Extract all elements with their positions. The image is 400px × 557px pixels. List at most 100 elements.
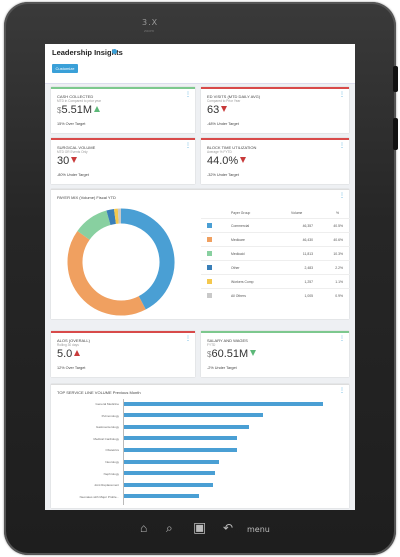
payer-percent: 40.6% bbox=[333, 238, 343, 242]
dashboard-screen: Leadership Insights Customize CASH COLLE… bbox=[45, 44, 355, 510]
more-options-icon[interactable]: ⋮ bbox=[339, 92, 345, 98]
camera-sublabel: zoom bbox=[144, 28, 154, 33]
payer-mix-title: PAYER MIX (Volume) Fiscal YTD bbox=[57, 195, 116, 200]
more-options-icon[interactable]: ⋮ bbox=[185, 336, 191, 342]
kpi-number: 44.0% bbox=[207, 155, 239, 167]
more-options-icon[interactable]: ⋮ bbox=[339, 388, 345, 394]
bar-neurology[interactable] bbox=[123, 459, 219, 464]
home-icon[interactable]: ⌂ bbox=[140, 521, 148, 535]
kpi-target-note: 15% Over Target bbox=[57, 122, 86, 126]
currency-symbol: $ bbox=[57, 106, 62, 115]
kpi-value: 30 bbox=[57, 155, 78, 167]
kpi-number: 60.51M bbox=[211, 348, 249, 360]
legend-swatch bbox=[207, 223, 212, 228]
more-options-icon[interactable]: ⋮ bbox=[339, 143, 345, 149]
payer-volume: 2,483 bbox=[304, 266, 314, 270]
more-options-icon[interactable]: ⋮ bbox=[339, 193, 345, 199]
payer-percent: 1.1% bbox=[335, 280, 343, 284]
kpi-card-surgical-volume[interactable]: SURGICAL VOLUME MTD OR Events Only 30 -8… bbox=[51, 138, 195, 184]
home-button-icon[interactable]: ▣ bbox=[193, 519, 207, 535]
kpi-number: 5.0 bbox=[57, 348, 73, 360]
menu-button[interactable]: menu bbox=[247, 525, 270, 534]
search-icon[interactable]: ⌕ bbox=[166, 521, 173, 535]
payer-name: Medicaid bbox=[231, 252, 245, 256]
payer-mix-card[interactable]: PAYER MIX (Volume) Fiscal YTD ⋮ Payer Gr… bbox=[51, 189, 351, 319]
bar-joint-replacement[interactable] bbox=[123, 482, 213, 487]
payer-volume: 46,430 bbox=[302, 238, 313, 242]
bar-category-label: Pulmonology bbox=[101, 413, 119, 418]
bar-general-medicine[interactable] bbox=[123, 401, 323, 406]
payer-name: Commercial bbox=[231, 224, 250, 228]
currency-symbol: $ bbox=[207, 350, 212, 359]
kpi-subtitle: Rolling 30 days bbox=[57, 343, 79, 347]
bar-category-label: Gastroenterology bbox=[95, 425, 119, 430]
kpi-target-note: -48% Under Target bbox=[207, 122, 239, 126]
payer-mix-table: Payer Group Volume % Commercial 46,357 4… bbox=[201, 210, 351, 302]
payer-percent: 10.3% bbox=[333, 252, 343, 256]
chart-axis-line bbox=[123, 399, 124, 506]
more-options-icon[interactable]: ⋮ bbox=[339, 336, 345, 342]
payer-percent: 0.9% bbox=[335, 294, 343, 298]
kpi-value: $5.51M bbox=[57, 104, 101, 116]
kpi-card-alos[interactable]: ALOS (OVERALL) Rolling 30 days 5.0 12% O… bbox=[51, 331, 195, 377]
kpi-number: 30 bbox=[57, 155, 70, 167]
donut-slice-commercial[interactable] bbox=[120, 208, 175, 310]
bar-pulmonology[interactable] bbox=[123, 413, 263, 418]
legend-swatch bbox=[207, 279, 212, 284]
legend-swatch bbox=[207, 251, 212, 256]
trend-down-icon bbox=[221, 106, 228, 112]
payer-volume: 46,357 bbox=[302, 224, 313, 228]
kpi-target-note: 12% Over Target bbox=[57, 366, 86, 370]
bar-obstetrics[interactable] bbox=[123, 447, 237, 452]
table-row[interactable]: Medicaid 11,813 10.3% bbox=[201, 246, 351, 260]
bar-medical-cardiology[interactable] bbox=[123, 436, 237, 441]
table-row[interactable]: All Others 1,005 0.9% bbox=[201, 288, 351, 302]
donut-slice-other[interactable] bbox=[106, 208, 117, 225]
back-icon[interactable]: ↶ bbox=[223, 521, 234, 535]
more-options-icon[interactable]: ⋮ bbox=[185, 143, 191, 149]
bar-gastroenterology[interactable] bbox=[123, 424, 249, 429]
donut-slice-medicare[interactable] bbox=[67, 231, 146, 316]
payer-name: Medicare bbox=[231, 238, 245, 242]
kpi-target-note: -2% Under Target bbox=[207, 366, 237, 370]
bar-neonates-with-major-proble-[interactable] bbox=[123, 494, 199, 499]
payer-mix-header-row: Payer Group Volume % bbox=[201, 210, 351, 218]
bar-category-label: Obstetrics bbox=[105, 448, 119, 453]
payer-percent: 2.2% bbox=[335, 266, 343, 270]
trend-up-icon bbox=[74, 350, 81, 356]
more-options-icon[interactable]: ⋮ bbox=[185, 92, 191, 98]
kpi-title: ALOS (OVERALL) bbox=[57, 338, 90, 343]
customize-button[interactable]: Customize bbox=[52, 64, 78, 73]
kpi-target-note: -80% Under Target bbox=[57, 173, 89, 177]
camera-label: 3.X bbox=[142, 18, 159, 27]
kpi-value: $60.51M bbox=[207, 348, 257, 360]
kpi-card-ed-visits[interactable]: ED VISITS (MTD DAILY AVG) Compared to Pr… bbox=[201, 87, 349, 133]
kpi-card-cash-collected[interactable]: CASH COLLECTED MTD in Compared to prior … bbox=[51, 87, 195, 133]
legend-swatch bbox=[207, 293, 212, 298]
table-row[interactable]: Workers Comp 1,257 1.1% bbox=[201, 274, 351, 288]
column-header: % bbox=[336, 211, 340, 215]
volume-button[interactable] bbox=[393, 66, 398, 92]
service-line-card[interactable]: TOP SERVICE LINE VOLUME Previous Month ⋮… bbox=[51, 384, 349, 508]
kpi-subtitle: MTD OR Events Only bbox=[57, 150, 88, 154]
payer-volume: 11,813 bbox=[302, 252, 313, 256]
kpi-subtitle: FYTD bbox=[207, 343, 216, 347]
kpi-value: 63 bbox=[207, 104, 228, 116]
payer-name: All Others bbox=[231, 294, 246, 298]
payer-volume: 1,257 bbox=[304, 280, 314, 284]
bar-nephrology[interactable] bbox=[123, 471, 215, 476]
table-row[interactable]: Other 2,483 2.2% bbox=[201, 260, 351, 274]
donut-slice-medicaid[interactable] bbox=[77, 210, 111, 241]
kpi-title: SURGICAL VOLUME bbox=[57, 145, 96, 150]
table-row[interactable]: Commercial 46,357 40.5% bbox=[201, 218, 351, 232]
bar-category-label: Neonates with Major Proble... bbox=[79, 494, 119, 499]
power-button[interactable] bbox=[393, 118, 398, 150]
kpi-number: 63 bbox=[207, 104, 220, 116]
info-icon[interactable] bbox=[112, 49, 117, 54]
kpi-title: BLOCK TIME UTILIZATION bbox=[207, 145, 257, 150]
kpi-card-block-time[interactable]: BLOCK TIME UTILIZATION Average % FYTD 44… bbox=[201, 138, 349, 184]
trend-down-icon bbox=[250, 350, 257, 356]
trend-down-icon bbox=[71, 157, 78, 163]
table-row[interactable]: Medicare 46,430 40.6% bbox=[201, 232, 351, 246]
kpi-card-salary-wages[interactable]: SALARY AND WAGES FYTD $60.51M -2% Under … bbox=[201, 331, 349, 377]
